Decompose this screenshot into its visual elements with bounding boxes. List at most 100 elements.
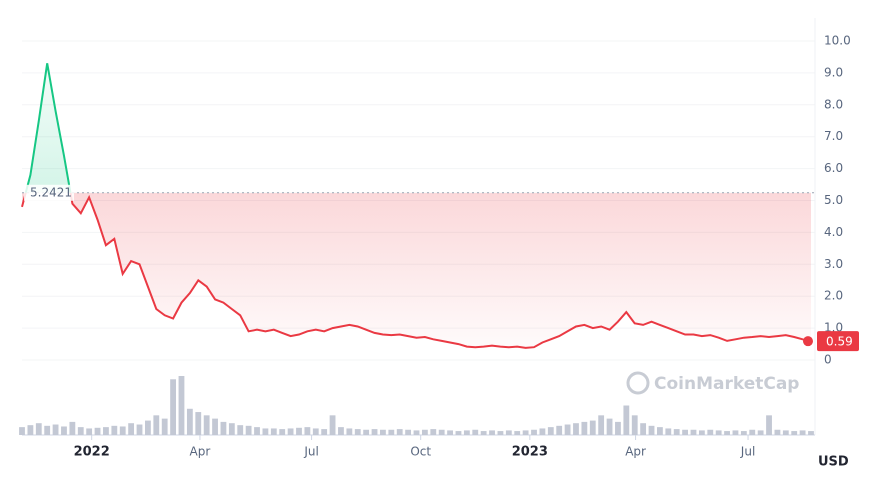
volume-bar xyxy=(556,425,563,435)
volume-bar xyxy=(296,427,302,435)
y-tick-label: 3.0 xyxy=(824,257,843,271)
baseline-label-bg xyxy=(24,184,74,201)
volume-bar xyxy=(371,429,378,435)
volume-bar xyxy=(799,430,806,435)
x-tick-label: Jul xyxy=(740,445,755,459)
volume-bar xyxy=(380,429,386,435)
volume-bar xyxy=(489,430,495,435)
volume-bar xyxy=(287,428,294,435)
volume-bar xyxy=(598,415,605,435)
volume-bar xyxy=(766,415,772,435)
volume-bar xyxy=(724,431,730,435)
volume-bar xyxy=(438,429,445,435)
last-price-dot xyxy=(803,336,813,347)
volume-bar xyxy=(35,423,42,435)
volume-bar xyxy=(203,415,210,435)
volume-bar xyxy=(782,430,789,435)
volume-bar xyxy=(623,405,630,435)
volume-bar xyxy=(505,430,512,435)
volume-bar xyxy=(86,428,93,435)
volume-bar xyxy=(212,418,218,435)
volume-bar xyxy=(186,408,193,435)
price-line-down xyxy=(21,192,812,349)
y-tick-label: 9.0 xyxy=(824,65,843,79)
y-tick-label: 4.0 xyxy=(824,225,843,239)
volume-bar xyxy=(606,418,613,435)
volume-bar xyxy=(312,428,319,435)
volume-bar xyxy=(111,425,118,435)
volume-bar xyxy=(774,429,781,435)
volume-bar xyxy=(808,431,814,435)
volume-bar xyxy=(329,415,336,435)
volume-bar xyxy=(44,425,51,435)
volume-bar xyxy=(27,425,34,435)
x-tick-label: Oct xyxy=(410,445,431,459)
volume-bar xyxy=(547,427,554,435)
volume-bar xyxy=(564,424,571,435)
x-tick-label: Jul xyxy=(303,445,318,459)
volume-bar xyxy=(136,424,143,435)
watermark-text: CoinMarketCap xyxy=(654,374,799,394)
volume-bar xyxy=(615,421,621,435)
volume-bar xyxy=(161,418,168,435)
volume-bar xyxy=(396,429,403,435)
volume-bar xyxy=(346,428,353,435)
volume-bar xyxy=(497,431,504,435)
last-price-tag xyxy=(817,331,859,352)
volume-bar xyxy=(665,428,672,435)
y-tick-label: 5.0 xyxy=(824,193,843,207)
volume-bar xyxy=(69,421,76,435)
volume-bar xyxy=(270,428,277,435)
volume-bar xyxy=(254,427,260,435)
volume-bar xyxy=(690,429,697,435)
volume-bar xyxy=(178,376,185,435)
volume-bar xyxy=(673,429,680,435)
volume-bar xyxy=(657,427,663,435)
volume-bar xyxy=(430,429,437,435)
baseline-label: 5.2421 xyxy=(30,185,72,199)
volume-bar xyxy=(338,427,344,435)
volume-bar xyxy=(94,427,101,435)
volume-bar xyxy=(631,415,638,435)
volume-bar xyxy=(405,429,412,435)
volume-bar xyxy=(472,429,479,435)
volume-bar xyxy=(61,426,67,435)
y-tick-label: 2.0 xyxy=(824,289,843,303)
y-tick-label: 8.0 xyxy=(824,97,843,111)
volume-bar xyxy=(421,429,428,435)
volume-bar xyxy=(228,423,235,435)
area-below-baseline xyxy=(22,192,811,348)
volume-bar xyxy=(77,427,84,435)
volume-bar xyxy=(153,415,160,435)
currency-label: USD xyxy=(818,455,849,470)
volume-bar xyxy=(539,428,546,435)
volume-bar xyxy=(103,427,109,435)
volume-bar xyxy=(52,424,59,435)
volume-bar xyxy=(220,421,227,435)
volume-bar xyxy=(531,429,537,435)
y-tick-label: 0 xyxy=(824,353,832,367)
volume-bar xyxy=(740,431,747,435)
y-tick-label: 7.0 xyxy=(824,129,843,143)
volume-bar xyxy=(514,431,521,435)
volume-bar xyxy=(757,430,764,435)
volume-bar xyxy=(321,429,328,435)
volume-bar xyxy=(715,430,722,435)
volume-bar xyxy=(707,429,714,435)
last-price-label: 0.59 xyxy=(826,335,853,349)
volume-bar xyxy=(19,427,25,435)
volume-bar xyxy=(128,423,135,435)
volume-bar xyxy=(447,430,453,435)
volume-bar xyxy=(363,429,370,435)
x-tick-label: Apr xyxy=(190,445,211,459)
volume-bar xyxy=(749,429,756,435)
volume-bar xyxy=(732,430,739,435)
volume-bar xyxy=(279,429,286,435)
volume-bar xyxy=(463,430,470,435)
x-tick-label: 2023 xyxy=(512,445,548,460)
volume-bar xyxy=(589,420,596,435)
y-tick-label: 6.0 xyxy=(824,161,843,175)
volume-bar xyxy=(581,421,588,435)
volume-bar xyxy=(522,430,529,435)
